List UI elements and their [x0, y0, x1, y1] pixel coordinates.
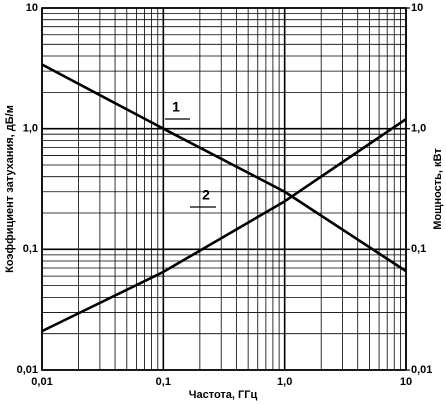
plot — [41, 63, 407, 333]
y-axis-label: Коэффициент затухания, дБ/м — [4, 105, 16, 273]
grid — [41, 7, 410, 371]
y-tick-label: 0,01 — [17, 364, 38, 376]
y-tick-label: 0,1 — [23, 243, 38, 255]
x-tick-label: 0,01 — [31, 376, 52, 388]
x-tick-label: 10 — [400, 376, 412, 388]
x-tick-label: 1,0 — [277, 376, 292, 388]
series-label: 1 — [172, 99, 180, 115]
series-line — [41, 118, 407, 333]
y2-axis-label: Мощность, кВт — [432, 148, 444, 230]
y2-tick-label: 10 — [411, 2, 423, 14]
y2-tick-label: 0,1 — [411, 243, 426, 255]
series-line — [41, 63, 407, 273]
x-axis-label: Частота, ГГц — [189, 389, 258, 401]
y-tick-label: 1,0 — [23, 123, 38, 135]
series-label: 2 — [202, 187, 210, 203]
y2-tick-label: 0,01 — [411, 364, 432, 376]
x-tick-label: 0,1 — [156, 376, 171, 388]
plot-frame — [41, 7, 407, 371]
y2-tick-label: 1,0 — [411, 123, 426, 135]
y-tick-label: 10 — [26, 2, 38, 14]
